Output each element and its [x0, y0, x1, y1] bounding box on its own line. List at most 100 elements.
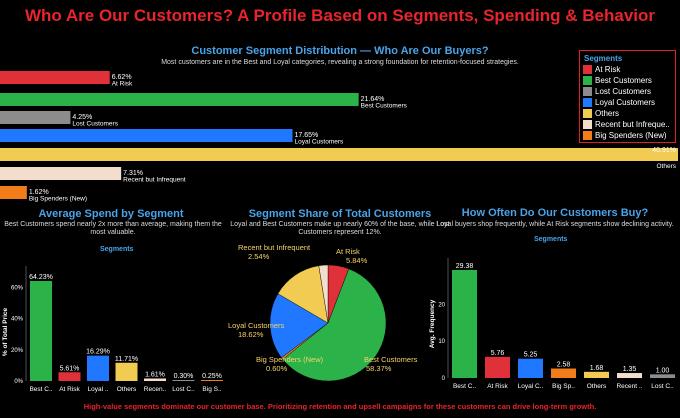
- segment-value-label: 4.25%: [72, 114, 92, 121]
- y-tick-label: 0%: [14, 379, 23, 385]
- pie-chart-subtitle: Loyal and Best Customers make up nearly …: [230, 221, 450, 236]
- legend-title: Segments: [584, 54, 623, 63]
- frequency-chart-subtitle: Loyal buyers shop frequently, while At R…: [436, 221, 674, 228]
- segment-category-label: Big Spenders (New): [29, 196, 87, 203]
- segment-bar: [0, 129, 293, 142]
- pie-slice: [277, 265, 329, 324]
- legend-item: Best Customers: [583, 76, 675, 85]
- bar-value-label: 5.25: [524, 352, 538, 359]
- legend-item: Loyal Customers: [583, 98, 675, 107]
- pie-slice-value: 18.62%: [238, 330, 264, 339]
- bar: [144, 378, 166, 381]
- bar-value-label: 5.76: [491, 350, 505, 357]
- x-tick-label: Best C..: [453, 383, 476, 390]
- legend-label: Others: [595, 109, 620, 118]
- segment-category-label: Lost Customers: [72, 121, 118, 128]
- y-tick-label: 20: [438, 302, 445, 308]
- legend-label: Big Spenders (New): [595, 131, 667, 140]
- legend-item: Recent but Infreque..: [583, 120, 675, 129]
- segment-bar: [0, 148, 678, 161]
- pie-chart-title: Segment Share of Total Customers: [248, 208, 432, 220]
- bar-value-label: 2.58: [557, 362, 571, 369]
- pie-slice-value: 5.84%: [346, 256, 368, 265]
- pie-slice: [318, 264, 329, 324]
- bar: [485, 356, 510, 378]
- bar: [87, 355, 109, 381]
- legend-item: Lost Customers: [583, 87, 675, 96]
- bar: [617, 373, 642, 378]
- legend-item: At Risk: [583, 65, 675, 74]
- x-tick-label: At Risk: [487, 383, 508, 390]
- bar-value-label: 1.00: [656, 367, 670, 374]
- segment-bar: [0, 111, 71, 124]
- bar-value-label: 1.68: [590, 365, 604, 372]
- footer-note: High-value segments dominate our custome…: [83, 402, 597, 411]
- segments-legend: Segments At Risk Best Customers Lost Custo…: [579, 50, 676, 143]
- y-tick-label: 0: [442, 376, 446, 382]
- spend-legend-title: Segments: [100, 246, 134, 253]
- legend-swatch: [583, 98, 592, 107]
- distribution-chart-subtitle: Most customers are in the Best and Loyal…: [161, 59, 519, 66]
- x-tick-label: Loyal ..: [88, 386, 109, 393]
- bar-value-label: 11.71%: [115, 356, 138, 363]
- bar-value-label: 64.23%: [29, 274, 53, 281]
- segment-bar: [0, 186, 27, 199]
- bar-value-label: 0.30%: [174, 373, 194, 380]
- x-tick-label: Others: [117, 386, 137, 393]
- y-tick-label: 20%: [11, 348, 24, 354]
- legend-label: Recent but Infreque..: [595, 120, 670, 129]
- pie-slice-label: Big Spenders (New): [256, 355, 324, 364]
- pie-slice-value: 0.60%: [266, 364, 288, 373]
- bar: [30, 280, 52, 381]
- y-tick-label: 60%: [11, 286, 24, 292]
- legend-label: Loyal Customers: [595, 98, 656, 107]
- x-tick-label: Others: [587, 383, 607, 390]
- x-tick-label: Lost C..: [651, 383, 674, 390]
- legend-swatch: [583, 87, 592, 96]
- bar: [650, 374, 675, 378]
- pie-slice-value: 58.37%: [366, 364, 392, 373]
- y-tick-label: 10: [438, 339, 445, 345]
- pie-slice-label: Best Customers: [364, 355, 418, 364]
- bar-value-label: 0.25%: [202, 373, 222, 380]
- x-tick-label: Loyal C..: [518, 383, 544, 390]
- segment-bar: [0, 167, 122, 180]
- y-tick-label: 40%: [11, 317, 24, 323]
- legend-label: At Risk: [595, 65, 621, 74]
- frequency-y-axis-label: Avg. Frequency: [429, 299, 436, 348]
- legend-item: Big Spenders (New): [583, 131, 675, 140]
- pie-slice: [282, 268, 387, 382]
- segment-value-label: 21.64%: [361, 96, 385, 103]
- x-tick-label: Recent ..: [616, 383, 642, 390]
- spend-chart-subtitle: Best Customers spend nearly 2x more than…: [4, 221, 222, 236]
- segment-value-label: 40.91%: [652, 147, 676, 154]
- legend-swatch: [583, 76, 592, 85]
- spend-y-axis-label: % of Total Price: [2, 307, 9, 356]
- frequency-legend-title: Segments: [534, 236, 568, 243]
- legend-label: Best Customers: [595, 76, 652, 85]
- page-title: Who Are Our Customers? A Profile Based o…: [24, 6, 656, 25]
- x-tick-label: Best C..: [29, 386, 52, 393]
- pie-slice-label: Loyal Customers: [228, 321, 285, 330]
- bar: [452, 269, 477, 378]
- segment-bar: [0, 71, 110, 84]
- segment-value-label: 17.65%: [295, 132, 319, 139]
- bar: [172, 380, 195, 381]
- spend-chart-title: Average Spend by Segment: [38, 208, 184, 220]
- bar: [518, 358, 543, 378]
- segment-category-label: Best Customers: [361, 103, 408, 110]
- segment-value-label: 1.62%: [29, 189, 49, 196]
- legend-swatch: [583, 65, 592, 74]
- pie-slice-label: At Risk: [336, 247, 360, 256]
- legend-label: Lost Customers: [595, 87, 652, 96]
- segment-category-label: Loyal Customers: [295, 139, 345, 146]
- bar: [584, 371, 609, 378]
- frequency-chart-title: How Often Do Our Customers Buy?: [461, 207, 649, 219]
- bar-value-label: 1.35: [623, 366, 637, 373]
- legend-item: Others: [583, 109, 675, 118]
- bar: [115, 362, 138, 381]
- segment-category-label: At Risk: [112, 81, 133, 88]
- x-tick-label: Lost C..: [172, 386, 195, 393]
- bar-value-label: 29.38: [456, 263, 474, 270]
